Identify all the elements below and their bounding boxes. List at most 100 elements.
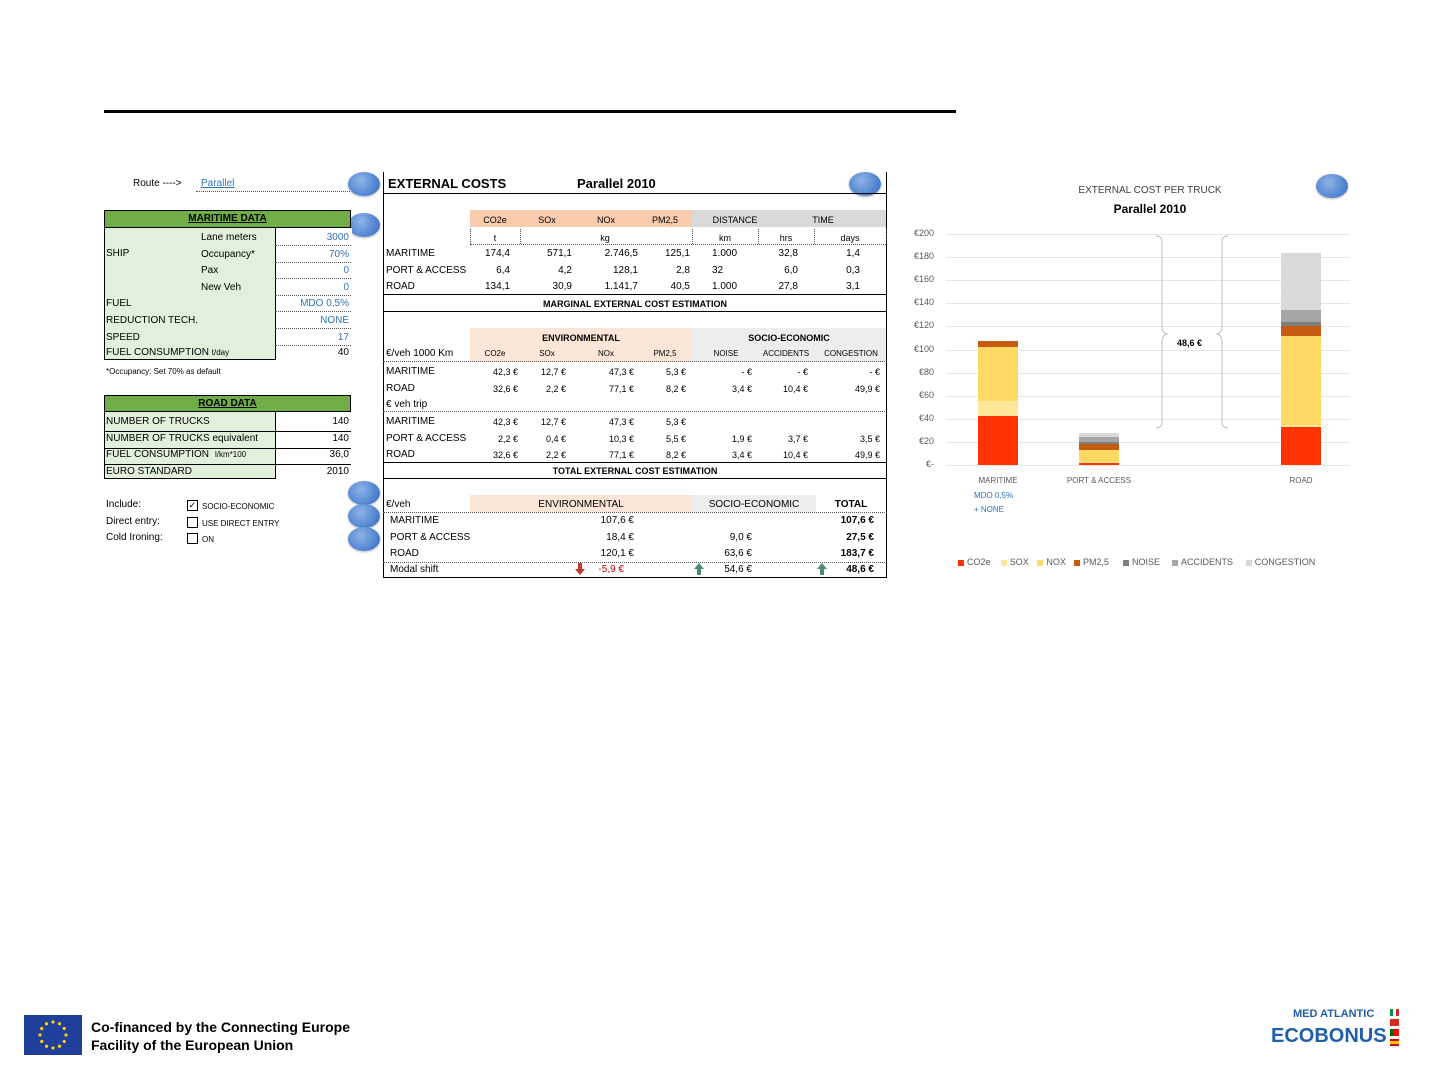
cost-value: 10,3 € — [608, 433, 634, 444]
emission-value: 174,4 — [484, 248, 510, 259]
info-bubble-chart[interactable] — [1316, 174, 1348, 198]
y-tick-label: €180 — [913, 251, 934, 262]
cost-value: 10,4 € — [782, 383, 808, 394]
legend-swatch — [1000, 559, 1007, 566]
legend-item: SOX — [1000, 557, 1029, 567]
eu-cofinance-text: Co-financed by the Connecting Europe Fac… — [91, 1019, 351, 1053]
cost-value: 3,5 € — [859, 433, 880, 444]
total-row-label: MARITIME — [390, 515, 439, 526]
y-tick-label: €60 — [918, 389, 934, 400]
y-tick-label: €20 — [918, 435, 934, 446]
total-row-socio: 9,0 € — [729, 531, 752, 543]
legend-label: CONGESTION — [1254, 557, 1316, 567]
emission-value: 0,3 — [846, 264, 860, 276]
bar-maritime-sox — [978, 401, 1018, 417]
y-tick-label: €200 — [913, 228, 934, 238]
fuel-consumption-value[interactable]: 40 — [337, 347, 349, 358]
emission-unit: hrs — [779, 233, 793, 243]
info-bubble-cold-ironing[interactable] — [348, 527, 380, 551]
fuel-value[interactable]: MDO 0,5% — [300, 298, 349, 309]
per-trip-label: € veh trip — [386, 399, 428, 410]
cost-header: NOISE — [713, 349, 739, 358]
emission-value: 2.746,5 — [604, 248, 638, 259]
legend-swatch — [1074, 559, 1080, 566]
total-row-total: 107,6 € — [840, 515, 874, 526]
modal-shift-label: Modal shift — [390, 564, 439, 575]
road-row-value[interactable]: 140 — [332, 432, 349, 444]
info-bubble-direct-entry[interactable] — [348, 504, 380, 528]
emission-header: SOx — [538, 215, 556, 225]
cost-value: 49,9 € — [854, 383, 880, 394]
road-row-label: NUMBER OF TRUCKS — [106, 416, 210, 427]
cost-header: NOx — [598, 349, 614, 358]
modal-shift-bracket — [1155, 235, 1229, 429]
emission-value: 1.000 — [712, 281, 738, 292]
arrow-down-red-icon — [575, 563, 585, 575]
info-bubble-include[interactable] — [348, 481, 380, 505]
emission-value: 571,1 — [546, 248, 572, 259]
cost-value: 3,4 € — [731, 450, 752, 460]
info-bubble-external-costs[interactable] — [849, 172, 881, 196]
reduction-value[interactable]: NONE — [320, 315, 349, 326]
info-bubble-route[interactable] — [348, 172, 380, 196]
cold-ironing-checkbox[interactable] — [187, 533, 198, 544]
legend-label: ACCIDENTS — [1181, 557, 1234, 567]
emission-unit: kg — [600, 233, 610, 243]
road-data-title: ROAD DATA — [198, 398, 257, 409]
legend-swatch — [1037, 559, 1044, 566]
external-costs-subtitle: Parallel 2010 — [577, 176, 656, 191]
legend-label: NOISE — [1132, 557, 1161, 567]
occupancy-note: *Occupancy: Set 70% as default — [106, 367, 221, 376]
info-bubble-maritime[interactable] — [348, 213, 380, 237]
legend-label: NOX — [1046, 557, 1066, 567]
emission-value: 1.000 — [712, 248, 738, 259]
cost-value: 10,4 € — [782, 450, 808, 460]
total-row-label: PORT & ACCESS — [390, 531, 471, 543]
maritime-row-value[interactable]: 0 — [343, 281, 349, 293]
cost-value: 2,2 € — [545, 383, 566, 394]
cost-value: 2,2 € — [545, 450, 566, 460]
emission-value: 6,4 — [496, 264, 510, 276]
speed-value[interactable]: 17 — [337, 332, 349, 343]
cost-value: - € — [741, 367, 752, 377]
direct-entry-checkbox[interactable] — [187, 517, 198, 528]
include-checkbox[interactable]: ✓ — [187, 500, 198, 511]
eu-flag-icon — [24, 1015, 82, 1055]
socio-economic-header: SOCIO-ECONOMIC — [748, 333, 830, 343]
maritime-row-label: Occupancy* — [201, 248, 255, 260]
cost-value: 12,7 € — [540, 417, 566, 427]
y-tick-label: €40 — [918, 412, 934, 423]
per-1000km-label: €/veh 1000 Km — [386, 348, 454, 359]
cost-value: 42,3 € — [492, 417, 518, 427]
legend-swatch — [1172, 559, 1178, 566]
total-row-total: 183,7 € — [840, 548, 874, 559]
road-row-value[interactable]: 36,0 — [329, 449, 349, 460]
cost-value: 12,7 € — [540, 367, 566, 377]
modal-shift-env: -5,9 € — [598, 564, 624, 575]
legend-item: NOX — [1037, 557, 1066, 567]
cost-value: 8,2 € — [665, 383, 686, 394]
total-row-env: 18,4 € — [606, 531, 634, 543]
road-row-value[interactable]: 140 — [332, 416, 349, 427]
cost-value: 3,4 € — [731, 383, 752, 394]
cold-ironing-text: ON — [202, 535, 214, 544]
emission-value: 27,8 — [778, 281, 798, 292]
maritime-tech-sublabel: + NONE — [974, 505, 1005, 514]
maritime-row-value[interactable]: 70% — [328, 248, 349, 260]
modal-shift-socio: 54,6 € — [724, 564, 752, 575]
maritime-row-value[interactable]: 0 — [343, 265, 349, 276]
x-category-label: PORT & ACCESS — [1066, 476, 1132, 485]
emission-value: 40,5 — [670, 281, 690, 292]
maritime-row-value[interactable]: 3000 — [326, 232, 349, 243]
bar-road-sox — [1281, 424, 1321, 428]
cost-value: 32,6 € — [492, 383, 518, 394]
chart-title: EXTERNAL COST PER TRUCK — [1078, 185, 1222, 196]
direct-entry-text: USE DIRECT ENTRY — [202, 519, 280, 528]
total-header: TOTAL — [834, 499, 868, 510]
road-row-value[interactable]: 2010 — [326, 465, 349, 477]
include-label: Include: — [106, 499, 142, 510]
road-data-header — [104, 395, 351, 412]
route-link[interactable]: Parallel — [201, 178, 235, 189]
emission-value: 134,1 — [484, 281, 510, 292]
cost-value: 77,1 € — [608, 450, 634, 460]
